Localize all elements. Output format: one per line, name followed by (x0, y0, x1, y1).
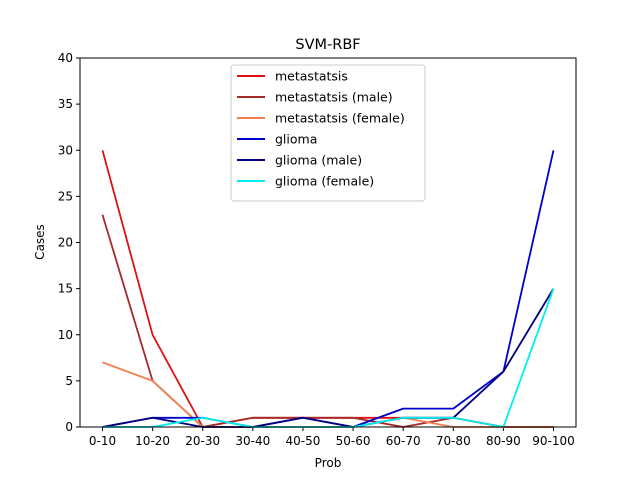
legend-label: metastatsis (female) (275, 111, 405, 126)
axis-ticks: 0-10 10-20 20-30 30-40 40-50 50-60 60-70 70-80 8… (58, 51, 575, 448)
y-tick-label: 10 (58, 328, 73, 342)
x-tick-label: 80-90 (486, 434, 521, 448)
chart-title: SVM-RBF (295, 37, 360, 53)
x-axis-label: Prob (315, 456, 342, 470)
x-tick-label: 30-40 (235, 434, 270, 448)
legend-label: glioma (female) (275, 174, 374, 189)
x-tick-label: 70-80 (436, 434, 471, 448)
y-tick-label: 15 (58, 282, 73, 296)
legend-label: glioma (275, 132, 317, 147)
y-tick-label: 25 (58, 189, 73, 203)
x-tick-label: 40-50 (286, 434, 321, 448)
legend-label: metastatsis (male) (275, 90, 393, 105)
y-tick-label: 40 (58, 51, 73, 65)
series-line (102, 288, 555, 428)
legend-label: metastatsis (275, 69, 348, 84)
y-tick-label: 20 (58, 236, 73, 250)
x-tick-label: 90-100 (532, 434, 575, 448)
legend-box (230, 64, 426, 202)
x-tick-label: 50-60 (336, 434, 371, 448)
series-line (102, 288, 555, 428)
x-tick-label: 0-10 (89, 434, 116, 448)
y-tick-label: 30 (58, 143, 73, 157)
plot-frame (79, 57, 577, 428)
x-tick-label: 20-30 (185, 434, 220, 448)
y-axis-label: Cases (33, 224, 47, 260)
series-line (101, 214, 554, 428)
x-tick-label: 10-20 (135, 434, 170, 448)
y-tick-label: 0 (65, 420, 73, 434)
legend-label: glioma (male) (275, 153, 362, 168)
x-tick-label: 60-70 (386, 434, 421, 448)
y-tick-label: 5 (65, 374, 73, 388)
legend: metastatsis metastatsis (male) metastatsis… (230, 64, 426, 202)
y-tick-label: 35 (58, 97, 73, 111)
